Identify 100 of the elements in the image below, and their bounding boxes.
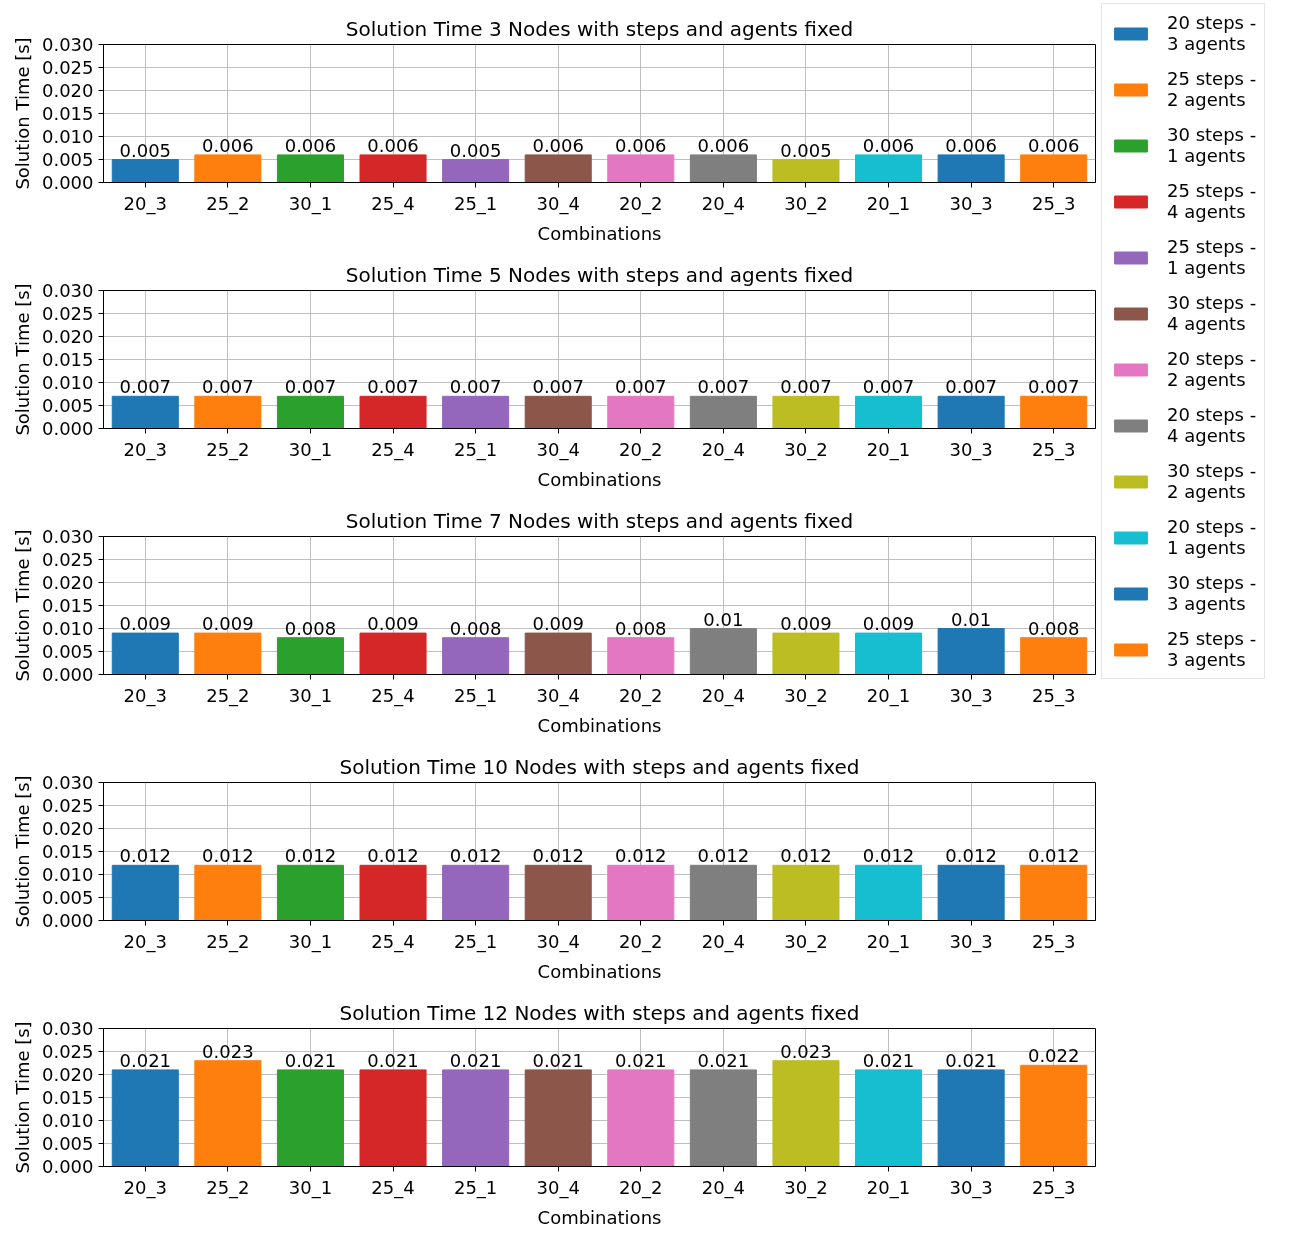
y-tick-label: 0.010 <box>41 126 94 147</box>
data-label: 0.006 <box>367 134 419 156</box>
x-tick-label: 20_2 <box>619 684 663 707</box>
legend-label: 25 steps - 3 agents <box>1167 628 1257 670</box>
data-label: 0.009 <box>119 613 172 635</box>
data-label: 0.007 <box>449 376 502 398</box>
y-tick-label: 0.005 <box>41 887 94 908</box>
x-tick-label: 25_2 <box>206 930 250 953</box>
data-label: 0.006 <box>615 134 667 156</box>
x-tick-label: 20_2 <box>619 1176 663 1199</box>
data-label: 0.023 <box>202 1040 254 1062</box>
bar <box>111 632 179 675</box>
data-label: 0.006 <box>697 134 750 156</box>
x-tick-label: 20_1 <box>866 438 911 461</box>
data-label: 0.01 <box>703 608 744 630</box>
data-label: 0.008 <box>615 617 667 639</box>
bar <box>689 1069 757 1167</box>
data-label: 0.012 <box>697 845 750 867</box>
data-label: 0.021 <box>697 1049 750 1071</box>
x-axis-title: Combinations <box>537 714 662 736</box>
x-tick-label: 20_4 <box>701 1176 746 1199</box>
y-tick-label: 0.010 <box>41 1110 94 1131</box>
data-label: 0.021 <box>119 1049 172 1071</box>
bar <box>276 637 344 675</box>
y-tick-label: 0.015 <box>41 349 94 370</box>
x-tick-label: 25_4 <box>371 192 415 215</box>
x-tick-label: 20_1 <box>866 930 911 953</box>
x-tick-label: 25_3 <box>1032 192 1076 215</box>
x-tick-label: 20_4 <box>701 438 746 461</box>
bar <box>855 1069 923 1167</box>
chart-title: Solution Time 12 Nodes with steps and agents fixed <box>339 1000 860 1025</box>
data-label: 0.021 <box>367 1049 419 1071</box>
bar <box>855 632 923 675</box>
bar <box>194 1060 262 1167</box>
data-label: 0.005 <box>780 139 832 161</box>
legend-label: 30 steps - 3 agents <box>1167 572 1257 614</box>
x-tick-label: 20_1 <box>866 684 911 707</box>
data-label: 0.021 <box>284 1049 337 1071</box>
y-tick-label: 0.015 <box>41 841 94 862</box>
data-label: 0.007 <box>697 376 750 398</box>
x-tick-label: 20_2 <box>619 930 663 953</box>
x-tick-label: 25_2 <box>206 438 250 461</box>
y-tick-label: 0.020 <box>41 818 94 839</box>
data-label: 0.005 <box>449 139 502 161</box>
x-tick-label: 30_2 <box>784 930 828 953</box>
data-label: 0.009 <box>862 613 915 635</box>
y-tick-label: 0.030 <box>41 34 94 55</box>
y-tick-label: 0.010 <box>41 864 94 885</box>
x-tick-label: 25_1 <box>453 930 498 953</box>
x-tick-label: 20_2 <box>619 438 663 461</box>
data-label: 0.008 <box>449 617 502 639</box>
legend-label: 20 steps - 2 agents <box>1167 348 1257 390</box>
y-tick-label: 0.025 <box>41 795 94 816</box>
x-tick-label: 20_3 <box>123 684 167 707</box>
bar <box>772 632 840 675</box>
chart-title: Solution Time 5 Nodes with steps and agents fixed <box>345 262 854 287</box>
x-axis-title: Combinations <box>537 960 662 982</box>
x-axis-title: Combinations <box>537 468 662 490</box>
y-tick-label: 0.030 <box>41 772 94 793</box>
legend-label: 20 steps - 1 agents <box>1167 516 1257 558</box>
data-label: 0.012 <box>119 845 172 867</box>
data-label: 0.021 <box>862 1049 915 1071</box>
x-tick-label: 20_4 <box>701 930 746 953</box>
x-tick-label: 20_4 <box>701 192 746 215</box>
data-label: 0.012 <box>1027 845 1080 867</box>
x-tick-label: 25_1 <box>453 192 498 215</box>
chart-title: Solution Time 10 Nodes with steps and agents fixed <box>339 754 860 779</box>
x-tick-label: 25_1 <box>453 438 498 461</box>
data-label: 0.021 <box>945 1049 997 1071</box>
x-tick-label: 25_4 <box>371 930 415 953</box>
x-tick-label: 25_2 <box>206 192 250 215</box>
data-label: 0.012 <box>202 845 254 867</box>
data-label: 0.012 <box>945 845 997 867</box>
data-label: 0.022 <box>1027 1045 1080 1067</box>
y-tick-label: 0.025 <box>41 1041 94 1062</box>
x-tick-label: 30_2 <box>784 192 828 215</box>
data-label: 0.012 <box>615 845 667 867</box>
x-tick-label: 30_1 <box>288 930 333 953</box>
bar <box>524 1069 592 1167</box>
x-tick-label: 20_3 <box>123 1176 167 1199</box>
bar <box>607 1069 675 1167</box>
x-tick-label: 30_3 <box>949 930 993 953</box>
x-tick-label: 30_4 <box>536 1176 580 1199</box>
data-label: 0.006 <box>202 134 254 156</box>
bar <box>359 632 427 675</box>
data-label: 0.007 <box>780 376 832 398</box>
x-tick-label: 20_2 <box>619 192 663 215</box>
y-tick-label: 0.000 <box>41 418 94 439</box>
bar <box>689 628 757 675</box>
bar <box>442 637 510 675</box>
y-tick-label: 0.000 <box>41 910 94 931</box>
bar <box>1020 1064 1088 1167</box>
x-tick-label: 25_2 <box>206 1176 250 1199</box>
data-label: 0.007 <box>615 376 667 398</box>
data-label: 0.021 <box>532 1049 584 1071</box>
y-axis-title: Solution Time [s] <box>11 529 33 682</box>
x-tick-label: 25_4 <box>371 1176 415 1199</box>
x-tick-label: 20_1 <box>866 1176 911 1199</box>
x-tick-label: 25_3 <box>1032 1176 1076 1199</box>
data-label: 0.012 <box>449 845 502 867</box>
